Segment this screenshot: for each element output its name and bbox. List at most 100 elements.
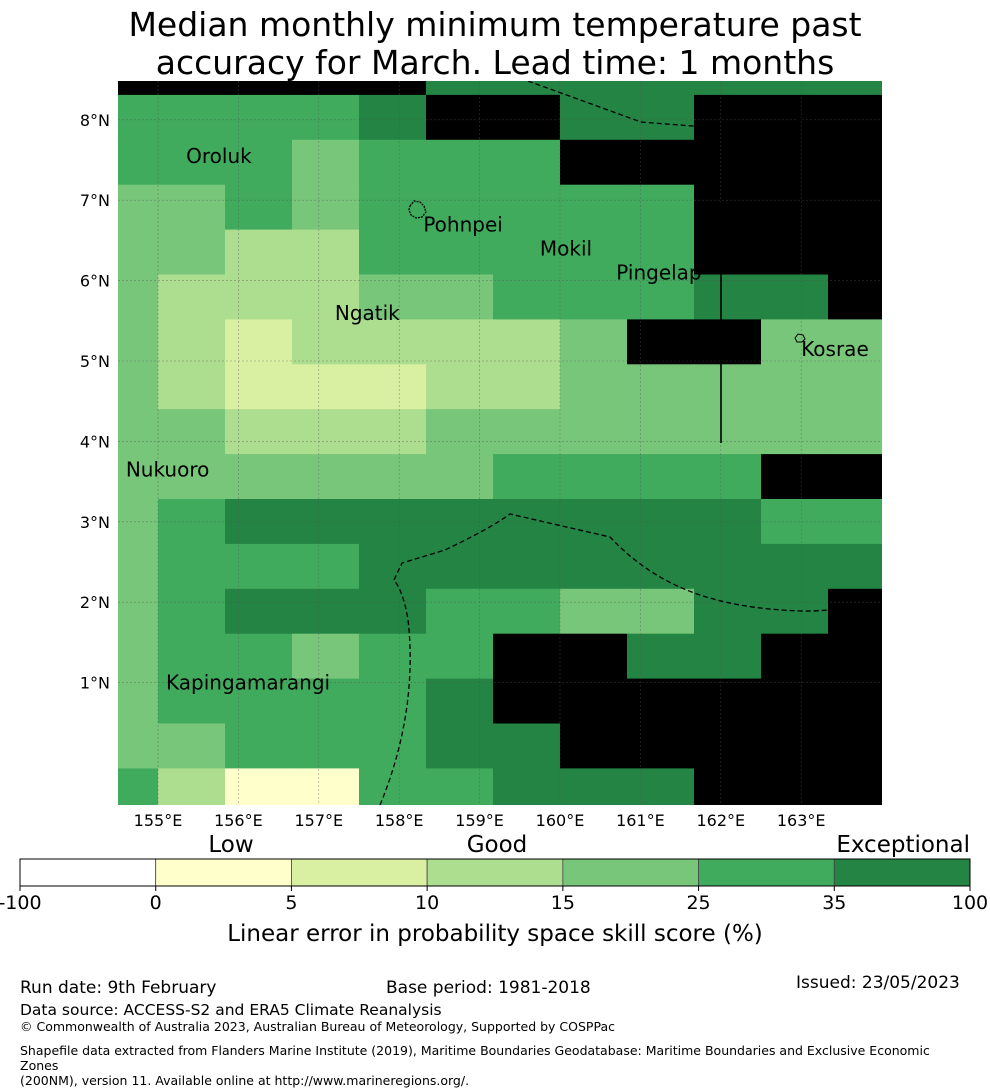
eez-boundary-line — [379, 513, 882, 805]
skill-cell — [895, 319, 963, 365]
data-source: Data source: ACCESS-S2 and ERA5 Climate … — [20, 1001, 442, 1019]
legend-category-label: Low — [208, 832, 253, 858]
latitude-tick-label: 5°N — [80, 352, 110, 371]
skill-cell — [118, 588, 159, 635]
skill-cell — [292, 768, 360, 805]
skill-cell — [895, 364, 963, 410]
skill-cell — [962, 50, 990, 96]
skill-cell — [627, 274, 695, 320]
skill-cell — [118, 678, 159, 725]
skill-cell — [627, 454, 695, 500]
skill-cell — [158, 948, 226, 960]
skill-cell — [426, 409, 494, 455]
skill-cell — [560, 678, 628, 725]
skill-cell — [118, 364, 159, 410]
skill-cell — [292, 184, 360, 231]
skill-cell — [225, 409, 293, 455]
skill-cell — [761, 274, 829, 320]
skill-cell — [560, 94, 628, 141]
run-date: Run date: 9th February — [20, 978, 217, 998]
skill-cell — [426, 319, 494, 365]
skill-cell — [292, 678, 360, 725]
colorbar-legend: -100 0 5 10 15 25 35 100 Low Good Exceptional Linea… — [0, 832, 988, 947]
skill-cell — [118, 543, 159, 590]
skill-cell — [359, 274, 427, 320]
skill-cell — [828, 409, 882, 455]
skill-cell — [158, 903, 226, 949]
skill-cell — [828, 588, 882, 635]
skill-cell — [292, 633, 360, 680]
longitude-tick-label: 158°E — [375, 811, 424, 830]
skill-cell — [359, 948, 427, 960]
colorbar-segment — [698, 858, 835, 887]
colorbar-tick-label: 0 — [150, 892, 162, 914]
colorbar-tick-label: 15 — [551, 892, 575, 914]
skill-cell — [493, 768, 561, 805]
skill-cell — [359, 184, 427, 231]
skill-cell — [895, 679, 963, 725]
skill-cell — [761, 94, 829, 141]
skill-cell — [962, 454, 990, 500]
skill-cell — [560, 81, 628, 96]
skill-cell — [426, 229, 494, 276]
skill-cell — [828, 768, 882, 805]
skill-cell — [359, 723, 427, 769]
legend-category-label: Good — [467, 832, 528, 858]
skill-cell — [158, 184, 226, 231]
skill-cell — [761, 543, 829, 590]
colorbar-tick-label: -100 — [0, 892, 42, 914]
skill-cell — [828, 274, 882, 320]
legend-category-label: Exceptional — [836, 832, 970, 858]
skill-cell — [118, 139, 159, 186]
skill-cell — [627, 364, 695, 410]
skill-cell — [359, 319, 427, 365]
skill-cell — [560, 723, 628, 769]
skill-cell — [493, 81, 561, 96]
skill-cell — [225, 948, 293, 960]
skill-cell — [895, 589, 963, 635]
longitude-tick-label: 161°E — [616, 811, 665, 830]
skill-cell — [225, 454, 293, 500]
kosrae-island-outline — [794, 333, 806, 343]
skill-cell — [627, 184, 695, 231]
skill-cell — [560, 633, 628, 680]
skill-cell — [895, 499, 963, 545]
shapefile-credit-line1: Shapefile data extracted from Flanders M… — [20, 1043, 930, 1073]
skill-cell — [694, 948, 762, 960]
longitude-tick-label: 156°E — [214, 811, 263, 830]
shapefile-credit: Shapefile data extracted from Flanders M… — [20, 1043, 970, 1088]
place-label: Ngatik — [335, 301, 400, 325]
skill-cell — [225, 81, 293, 96]
skill-cell — [560, 588, 628, 635]
skill-cell — [694, 678, 762, 725]
latitude-tick-label: 2°N — [80, 593, 110, 612]
skill-cell — [895, 140, 963, 186]
skill-cell — [292, 94, 360, 141]
skill-cell — [828, 948, 896, 960]
skill-cell — [118, 81, 159, 96]
skill-cell — [493, 319, 561, 365]
skill-cell — [359, 454, 427, 500]
skill-cell — [158, 678, 226, 725]
skill-cell — [694, 81, 762, 96]
skill-cell — [91, 903, 159, 949]
colorbar-tick-label: 10 — [415, 892, 439, 914]
skill-cell — [359, 229, 427, 276]
skill-cell — [292, 274, 360, 320]
skill-cell — [761, 81, 829, 96]
skill-cell — [694, 274, 762, 320]
skill-cell — [118, 184, 159, 231]
skill-cell — [627, 94, 695, 141]
longitude-tick-label: 163°E — [777, 811, 826, 830]
skill-cell — [895, 275, 963, 321]
place-label: Pingelap — [616, 261, 701, 285]
skill-cell — [292, 723, 360, 769]
skill-cell — [426, 274, 494, 320]
skill-cell — [359, 409, 427, 455]
skill-cell — [118, 454, 159, 500]
skill-cell — [292, 543, 360, 590]
skill-cell — [962, 319, 990, 365]
skill-cell — [560, 139, 628, 186]
skill-cell — [962, 185, 990, 231]
skill-cell — [359, 499, 427, 545]
